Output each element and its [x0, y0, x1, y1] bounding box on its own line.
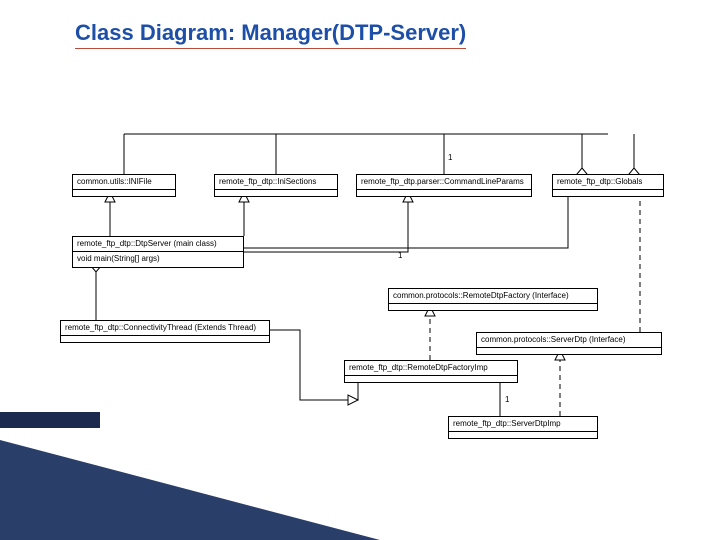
class-label: remote_ftp_dtp::IniSections	[215, 175, 337, 190]
class-label: remote_ftp_dtp::ServerDtpImp	[449, 417, 597, 432]
class-box-n10: remote_ftp_dtp::ServerDtpImp	[448, 416, 598, 439]
class-body	[477, 348, 661, 354]
class-box-n4: remote_ftp_dtp::Globals	[552, 174, 664, 197]
class-box-n7: common.protocols::RemoteDtpFactory (Inte…	[388, 288, 598, 311]
class-box-n2: remote_ftp_dtp::IniSections	[214, 174, 338, 197]
class-box-n9: remote_ftp_dtp::RemoteDtpFactoryImp	[344, 360, 518, 383]
class-label: remote_ftp_dtp.parser::CommandLineParams	[357, 175, 531, 190]
class-body	[215, 190, 337, 196]
class-label: common.utils::INIFile	[73, 175, 175, 190]
class-label: common.protocols::RemoteDtpFactory (Inte…	[389, 289, 597, 304]
class-body	[553, 190, 663, 196]
class-label: remote_ftp_dtp::ConnectivityThread (Exte…	[61, 321, 269, 336]
accent-triangle	[0, 0, 720, 540]
class-label: remote_ftp_dtp::RemoteDtpFactoryImp	[345, 361, 517, 376]
class-label: remote_ftp_dtp::DtpServer (main class)	[73, 237, 243, 252]
class-body	[73, 190, 175, 196]
class-box-n3: remote_ftp_dtp.parser::CommandLineParams	[356, 174, 532, 197]
class-body	[345, 376, 517, 382]
class-body	[61, 336, 269, 342]
class-body	[449, 432, 597, 438]
class-box-n8: common.protocols::ServerDtp (Interface)	[476, 332, 662, 355]
accent-triangle-shape	[0, 440, 380, 540]
class-label: common.protocols::ServerDtp (Interface)	[477, 333, 661, 348]
class-body	[357, 190, 531, 196]
class-box-n6: remote_ftp_dtp::ConnectivityThread (Exte…	[60, 320, 270, 343]
class-body	[389, 304, 597, 310]
class-box-n5: remote_ftp_dtp::DtpServer (main class)vo…	[72, 236, 244, 268]
class-method: void main(String[] args)	[73, 252, 243, 266]
class-box-n1: common.utils::INIFile	[72, 174, 176, 197]
class-label: remote_ftp_dtp::Globals	[553, 175, 663, 190]
